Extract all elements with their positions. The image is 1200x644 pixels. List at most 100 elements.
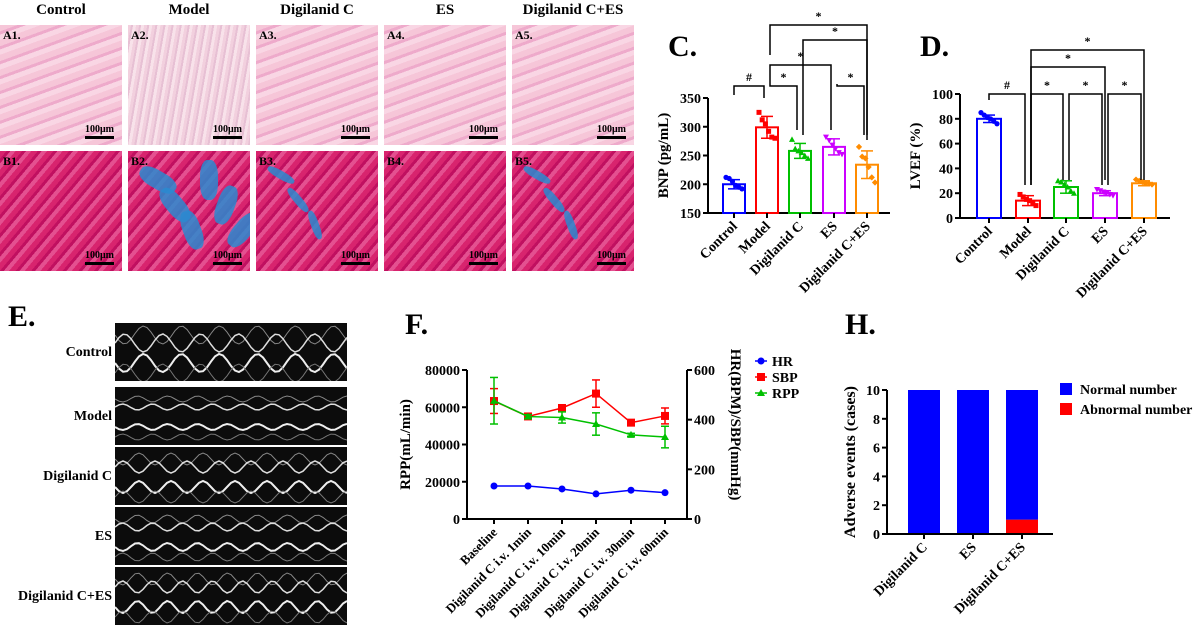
image-tag: B3. <box>259 154 277 168</box>
data-point <box>739 186 745 192</box>
data-point <box>1110 193 1116 199</box>
bar <box>976 117 1002 219</box>
legend-label: Normal number <box>1080 383 1177 398</box>
data-point <box>772 135 778 141</box>
echo-image <box>115 387 347 445</box>
image-tag: B2. <box>131 154 149 168</box>
significance-label: * <box>1065 51 1071 65</box>
data-point <box>627 418 635 427</box>
data-point <box>795 147 802 154</box>
histology-image: B4. 100μm <box>384 151 506 271</box>
panel-label-d: D. <box>920 30 950 63</box>
data-point <box>1027 198 1033 204</box>
data-point <box>592 420 600 428</box>
data-point <box>792 145 799 152</box>
y-axis-label: BNP (pg/mL) <box>656 113 672 198</box>
data-point <box>762 121 768 127</box>
data-point <box>1148 181 1156 188</box>
significance-bracket <box>769 24 868 135</box>
histology-image: B2. 100μm <box>128 151 250 271</box>
legend-marker <box>757 373 765 381</box>
scale-bar: 100μm <box>85 250 114 265</box>
data-point <box>1061 181 1068 188</box>
y-tick-label: 40000 <box>425 439 460 454</box>
y-tick-label: 60 <box>939 138 953 153</box>
significance-bracket <box>769 64 832 130</box>
panel-label-c: C. <box>668 30 698 63</box>
significance-label: * <box>781 70 787 84</box>
echo-trace <box>115 572 347 586</box>
y-tick-label: 300 <box>680 121 701 136</box>
significance-bracket <box>769 80 798 130</box>
data-point <box>832 146 839 152</box>
histology-image: B5. 100μm <box>512 151 634 271</box>
image-tag: A4. <box>387 28 405 42</box>
significance-label: * <box>1044 78 1050 92</box>
bar-segment <box>1006 519 1038 534</box>
significance-label: # <box>1004 78 1010 92</box>
echo-trace <box>115 522 347 532</box>
scale-bar: 100μm <box>341 250 370 265</box>
scale-bar: 100μm <box>213 250 242 265</box>
legend-label: SBP <box>772 371 798 386</box>
image-tag: A1. <box>3 28 21 42</box>
y-tick-label: 10 <box>866 384 880 399</box>
x-tick-label: Control <box>952 224 996 268</box>
bar <box>1131 182 1157 219</box>
x-tick-label: ES <box>957 540 980 563</box>
echo-trace <box>115 403 347 411</box>
echo-image <box>115 447 347 505</box>
echo-trace <box>115 422 347 432</box>
histology-column-label: Digilanid C+ES <box>522 2 624 18</box>
y-axis-label: LVEF (%) <box>908 123 924 190</box>
series-line <box>494 485 666 495</box>
image-tag: B5. <box>515 154 533 168</box>
data-point <box>524 482 532 490</box>
data-point <box>627 486 635 494</box>
scale-bar-label: 100μm <box>341 124 370 135</box>
y-tick-label: 60000 <box>425 401 460 416</box>
scale-bar-label: 100μm <box>213 124 242 135</box>
y2-tick-label: 200 <box>694 463 715 478</box>
histology-image: B3. 100μm <box>256 151 378 271</box>
echo-trace <box>115 479 347 495</box>
echo-row-label: Model <box>73 409 112 424</box>
data-point <box>558 413 566 421</box>
scale-bar: 100μm <box>469 250 498 265</box>
y-tick-label: 0 <box>453 513 460 528</box>
y-axis-label: RPP(mL/min) <box>398 399 414 490</box>
echo-row-label: Digilanid C <box>43 469 112 484</box>
data-point <box>823 134 829 141</box>
data-point <box>1023 196 1029 202</box>
legend-label: HR <box>772 355 794 370</box>
scale-bar-label: 100μm <box>469 124 498 135</box>
y2-tick-label: 600 <box>694 364 715 379</box>
image-tag: A5. <box>515 28 533 42</box>
significance-label: * <box>1122 78 1128 92</box>
significance-bracket <box>1068 93 1103 185</box>
scale-bar: 100μm <box>85 124 114 139</box>
echo-trace <box>115 490 347 504</box>
scale-bar-label: 100μm <box>213 250 242 261</box>
echo-trace <box>115 514 347 524</box>
y-axis-label: Adverse events (cases) <box>842 386 859 538</box>
significance-label: * <box>848 70 854 84</box>
data-point <box>1142 180 1149 187</box>
data-point <box>1058 179 1065 185</box>
bar-segment <box>908 390 940 534</box>
y-tick-label: 250 <box>680 150 701 165</box>
scale-bar-label: 100μm <box>597 124 626 135</box>
data-point <box>769 134 775 140</box>
significance-bracket <box>802 39 868 140</box>
data-point <box>490 482 498 490</box>
significance-bracket <box>988 93 1026 185</box>
y-tick-label: 100 <box>932 88 953 103</box>
scale-bar-label: 100μm <box>469 250 498 261</box>
significance-label: * <box>798 49 804 63</box>
data-point <box>801 152 808 158</box>
echo-trace <box>115 352 347 374</box>
significance-bracket <box>1030 49 1145 180</box>
data-point <box>729 178 736 184</box>
legend-swatch <box>1060 383 1072 395</box>
echo-image <box>115 567 347 625</box>
